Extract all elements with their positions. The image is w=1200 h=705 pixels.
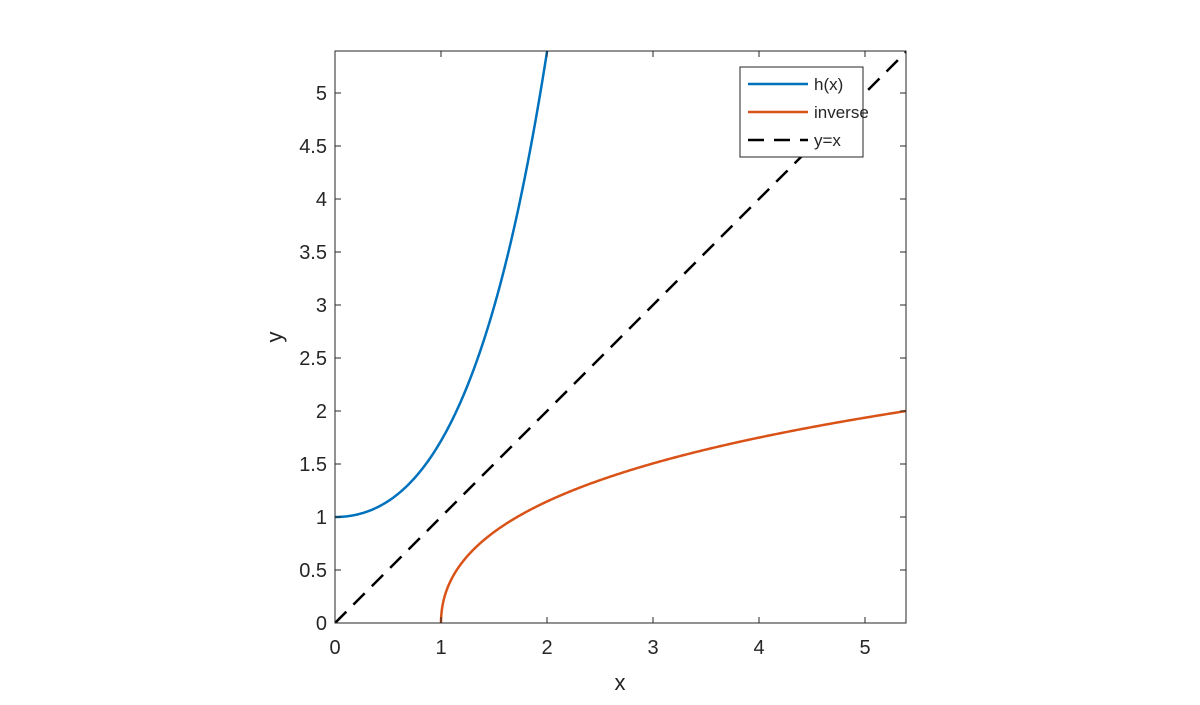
axes-box <box>334 50 907 624</box>
x-tick-label: 5 <box>859 637 870 659</box>
x-tick-label: 0 <box>329 637 340 659</box>
y-tick-label: 0 <box>316 613 327 635</box>
legend-label: inverse <box>814 103 869 122</box>
series-1-line <box>335 51 549 519</box>
legend-label: y=x <box>814 131 841 150</box>
y-tick-label: 3 <box>316 295 327 317</box>
y-axis-label: y <box>262 332 287 343</box>
y-tick-label: 3.5 <box>299 242 327 264</box>
y-tick-label: 0.5 <box>299 560 327 582</box>
series-3-line <box>335 51 906 623</box>
y-tick-label: 2 <box>316 401 327 423</box>
y-tick-label: 4.5 <box>299 136 327 158</box>
y-tick-label: 1 <box>316 507 327 529</box>
x-tick-label: 1 <box>435 637 446 659</box>
x-tick-label: 4 <box>753 637 764 659</box>
y-tick-label: 4 <box>316 189 327 211</box>
legend: h(x) inverse y=x <box>739 66 869 158</box>
series-2-line <box>439 409 906 623</box>
y-tick-label: 2.5 <box>299 348 327 370</box>
series-layer <box>335 51 906 623</box>
x-tick-label: 3 <box>647 637 658 659</box>
x-axis-label: x <box>615 670 626 695</box>
legend-label: h(x) <box>814 75 843 94</box>
x-tick-label: 2 <box>541 637 552 659</box>
ticks-layer: 0 1 2 3 4 5 0 0.5 1 1.5 2 2.5 3 3.5 4 4.5 5 <box>299 51 906 659</box>
y-tick-label: 5 <box>316 83 327 105</box>
y-tick-label: 1.5 <box>299 454 327 476</box>
